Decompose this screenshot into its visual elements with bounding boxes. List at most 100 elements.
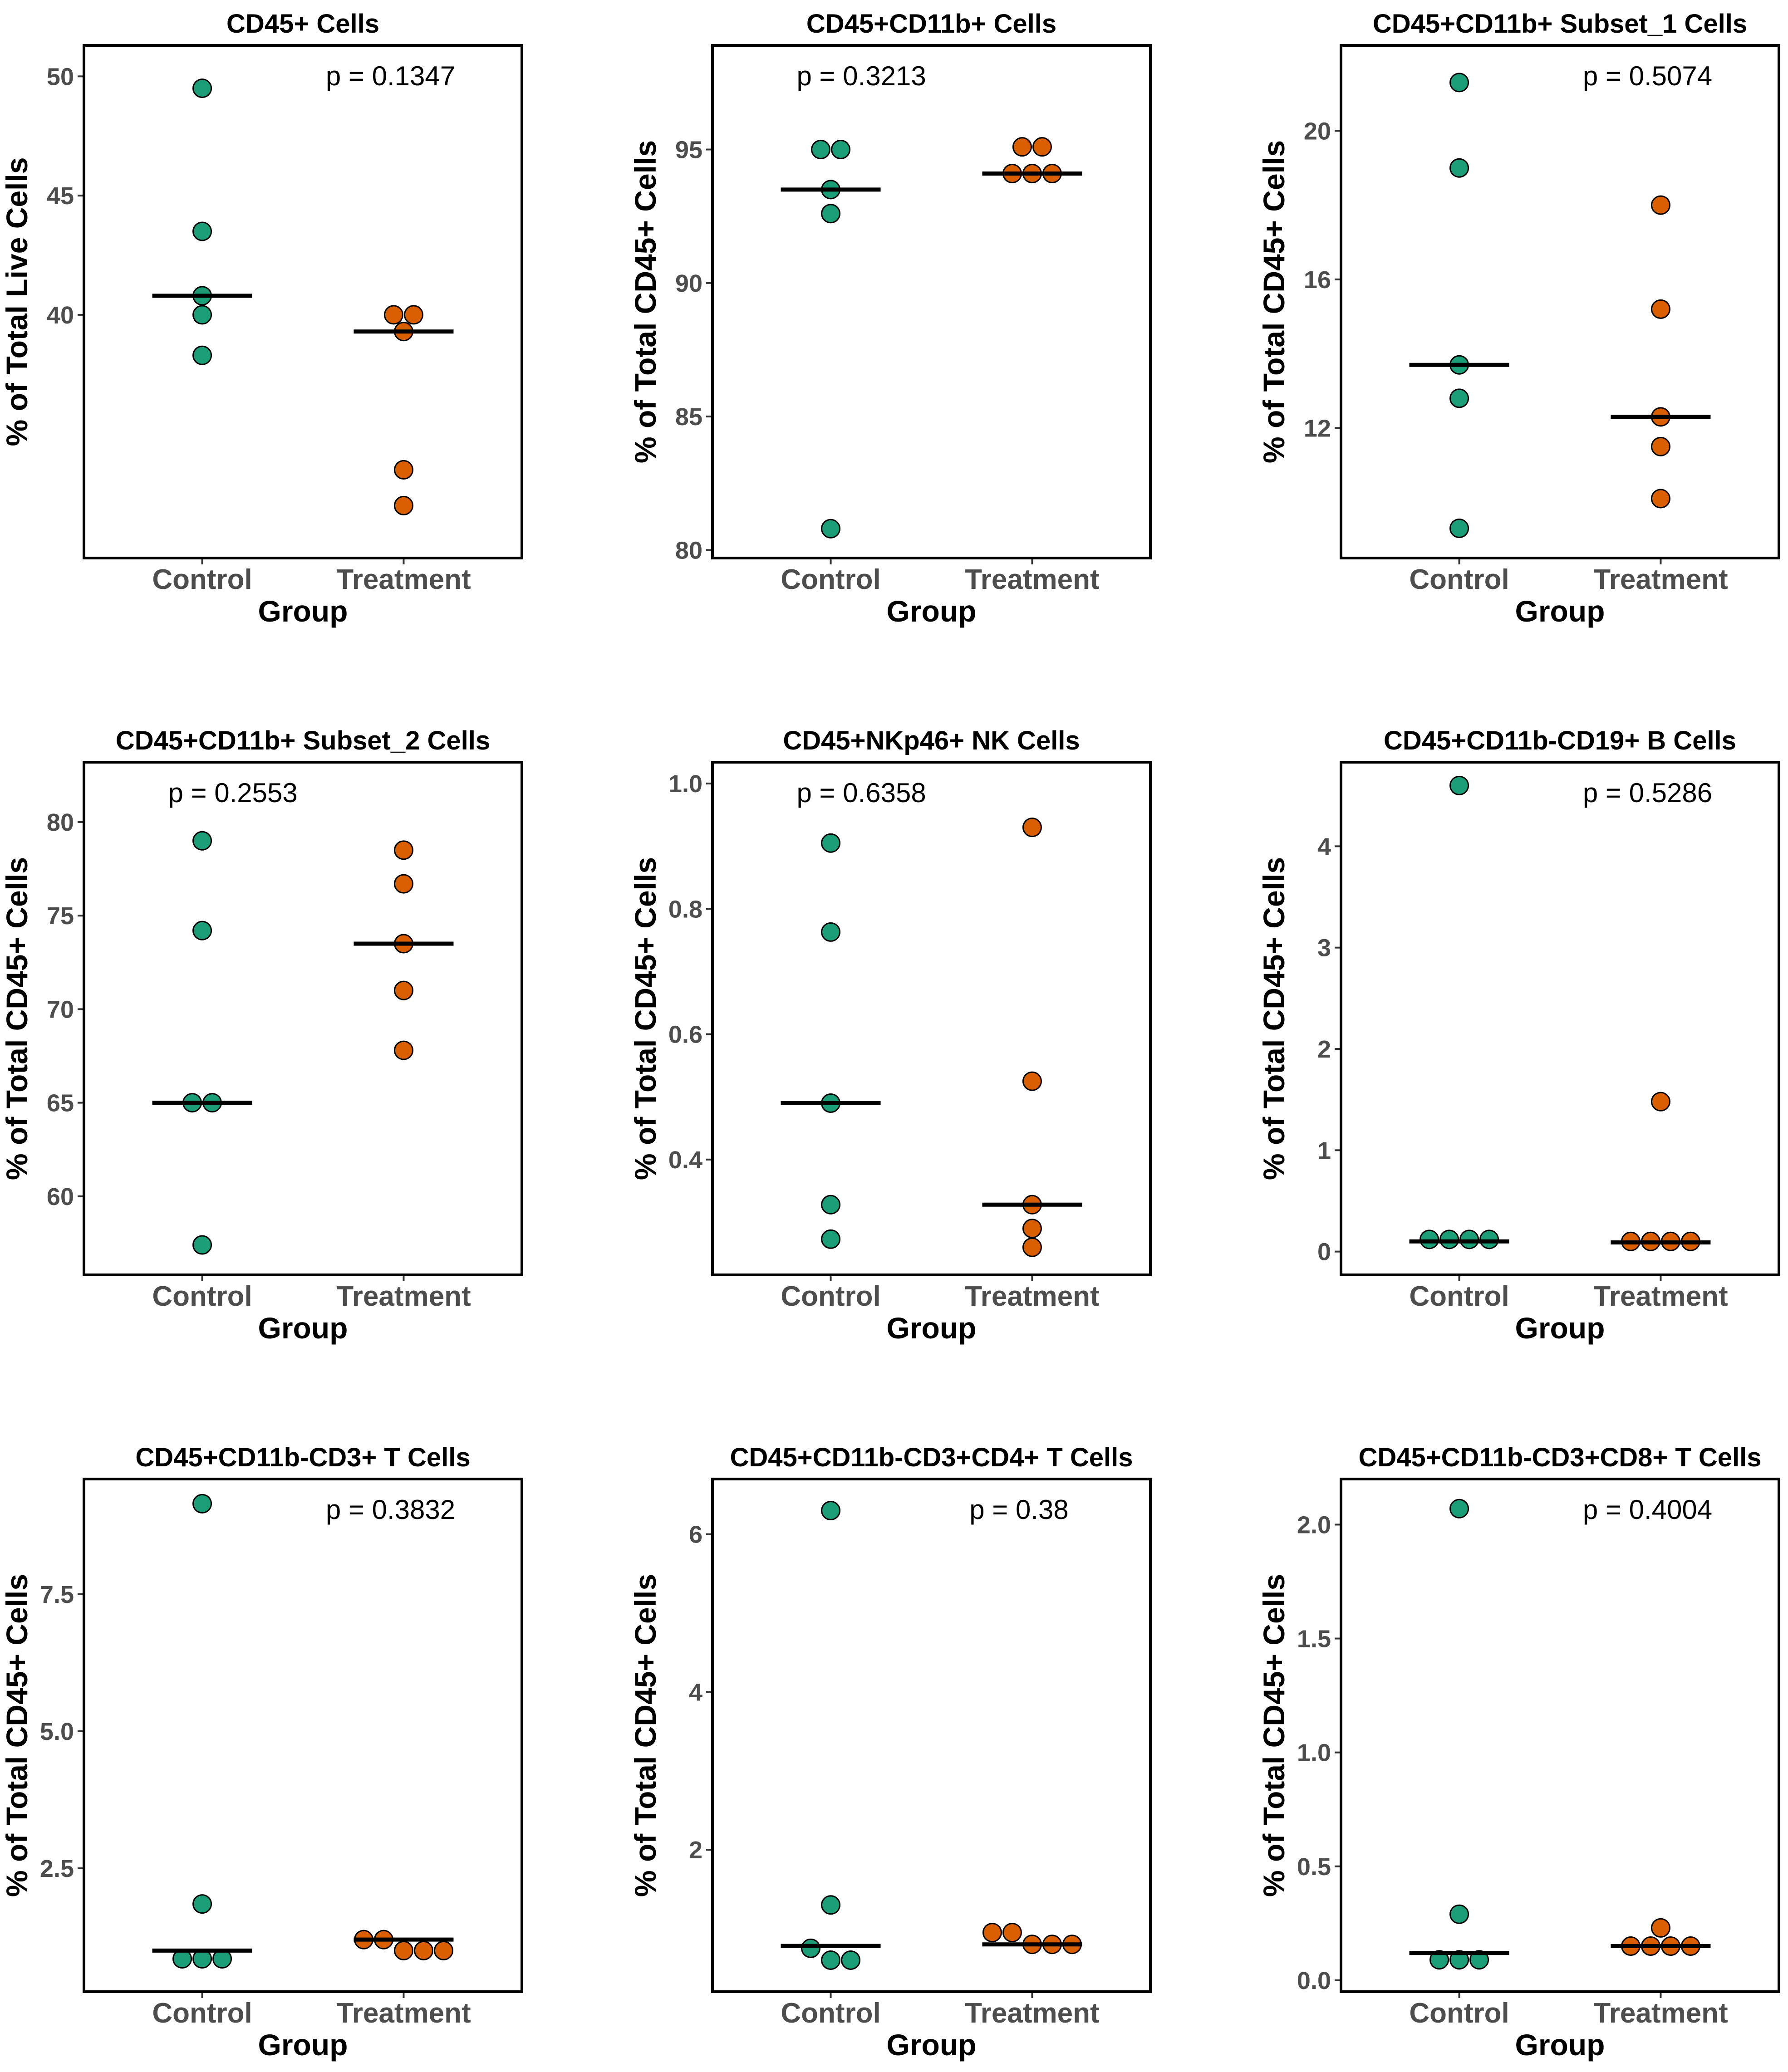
y-tick-label: 0.4 [668, 1146, 702, 1174]
panel-1: CD45+ Cells % of Total Live Cells 40 45 50 Co… [0, 9, 523, 628]
y-tick-label: 40 [47, 302, 74, 329]
x-axis-label: Group [887, 2028, 977, 2062]
x-tick-label-control: Control [152, 1281, 252, 1312]
point-treatment [393, 1940, 413, 1960]
y-tick-label: 50 [47, 63, 74, 90]
point-treatment [393, 495, 413, 515]
plot-frame [83, 761, 523, 1276]
point-treatment [1012, 137, 1032, 157]
point-control [1449, 158, 1469, 178]
plot-frame [83, 44, 523, 559]
point-control [821, 833, 841, 853]
panel-title: CD45+CD11b+ Cells [806, 9, 1056, 39]
plot-frame [1340, 761, 1780, 1276]
plot-frame [711, 1478, 1152, 1993]
plot-frame [711, 44, 1152, 559]
point-control [192, 221, 212, 241]
panel-9: CD45+CD11b-CD3+CD8+ T Cells % of Total CD… [1257, 1443, 1780, 2062]
y-tick-label: 5.0 [40, 1718, 74, 1745]
y-tick-label: 3 [1317, 935, 1331, 962]
point-treatment [1022, 818, 1042, 838]
y-tick-label: 90 [675, 270, 702, 297]
point-treatment [1650, 1918, 1670, 1938]
panel-title: CD45+CD11b+ Subset_1 Cells [1373, 9, 1747, 39]
panel-title: CD45+NKp46+ NK Cells [783, 726, 1080, 755]
point-control [192, 1894, 212, 1914]
y-tick-label: 12 [1304, 415, 1331, 442]
point-treatment [393, 460, 413, 480]
point-treatment [393, 980, 413, 1000]
p-value-label: p = 0.3213 [796, 61, 926, 91]
point-treatment [1650, 436, 1670, 456]
x-tick-label-treatment: Treatment [965, 1998, 1099, 2029]
point-treatment [413, 1940, 433, 1960]
plot-frame [711, 761, 1152, 1276]
point-control [192, 921, 212, 940]
point-treatment [393, 1040, 413, 1060]
point-control [1429, 1950, 1449, 1970]
panel-title: CD45+CD11b-CD3+CD4+ T Cells [730, 1443, 1133, 1472]
point-control [1469, 1950, 1489, 1970]
x-tick-label-treatment: Treatment [965, 564, 1099, 595]
x-tick-label-treatment: Treatment [336, 1281, 471, 1312]
y-tick-label: 0.6 [668, 1021, 702, 1048]
y-axis-label: % of Total CD45+ Cells [629, 1574, 662, 1897]
point-control [821, 1895, 841, 1915]
panel-title: CD45+CD11b+ Subset_2 Cells [116, 726, 490, 755]
x-axis-label: Group [258, 594, 348, 628]
x-axis-label: Group [1515, 594, 1605, 628]
y-tick-label: 65 [47, 1090, 74, 1117]
point-control [811, 140, 831, 160]
point-treatment [1032, 137, 1052, 157]
point-treatment [1022, 1071, 1042, 1091]
point-treatment [1022, 1237, 1042, 1257]
point-treatment [1650, 1092, 1670, 1112]
y-axis-label: % of Total CD45+ Cells [0, 857, 34, 1180]
point-control [1449, 1950, 1469, 1970]
p-value-label: p = 0.4004 [1583, 1494, 1712, 1525]
panel-8: CD45+CD11b-CD3+CD4+ T Cells % of Total CD… [629, 1443, 1152, 2062]
y-tick-label: 2 [689, 1837, 702, 1864]
point-treatment [1650, 195, 1670, 215]
x-tick-label-control: Control [152, 564, 252, 595]
y-tick-label: 0.5 [1297, 1853, 1331, 1881]
p-value-label: p = 0.6358 [796, 778, 926, 808]
point-control [821, 1501, 841, 1521]
panel-7: CD45+CD11b-CD3+ T Cells % of Total CD45+ … [0, 1443, 523, 2062]
point-control [1449, 388, 1469, 408]
plot-frame [1340, 44, 1780, 559]
y-tick-label: 2.5 [40, 1855, 74, 1882]
panel-5: CD45+NKp46+ NK Cells % of Total CD45+ Cel… [629, 726, 1152, 1345]
x-axis-label: Group [887, 1311, 977, 1345]
plot-frame [1340, 1478, 1780, 1993]
point-treatment [1650, 489, 1670, 509]
y-tick-label: 0.0 [1297, 1967, 1331, 1994]
y-tick-label: 4 [689, 1679, 702, 1706]
point-treatment [982, 1923, 1002, 1943]
x-tick-label-control: Control [152, 1998, 252, 2029]
y-tick-label: 1 [1317, 1137, 1331, 1164]
x-axis-label: Group [1515, 1311, 1605, 1345]
x-axis-label: Group [1515, 2028, 1605, 2062]
y-tick-label: 1.0 [1297, 1739, 1331, 1767]
point-control [821, 1229, 841, 1249]
point-control [801, 1938, 821, 1958]
x-axis-label: Group [258, 1311, 348, 1345]
p-value-label: p = 0.2553 [168, 778, 297, 808]
point-control [192, 1494, 212, 1514]
point-control [192, 1235, 212, 1255]
point-control [1449, 73, 1469, 93]
y-tick-label: 60 [47, 1183, 74, 1210]
y-axis-label: % of Total CD45+ Cells [1257, 1574, 1291, 1897]
point-control [192, 78, 212, 98]
x-tick-label-treatment: Treatment [336, 1998, 471, 2029]
y-tick-label: 2.0 [1297, 1511, 1331, 1538]
y-tick-label: 80 [675, 537, 702, 564]
y-tick-label: 4 [1317, 833, 1331, 860]
y-tick-label: 20 [1304, 118, 1331, 145]
point-control [192, 831, 212, 851]
p-value-label: p = 0.5286 [1583, 778, 1712, 808]
x-tick-label-treatment: Treatment [1593, 1281, 1728, 1312]
